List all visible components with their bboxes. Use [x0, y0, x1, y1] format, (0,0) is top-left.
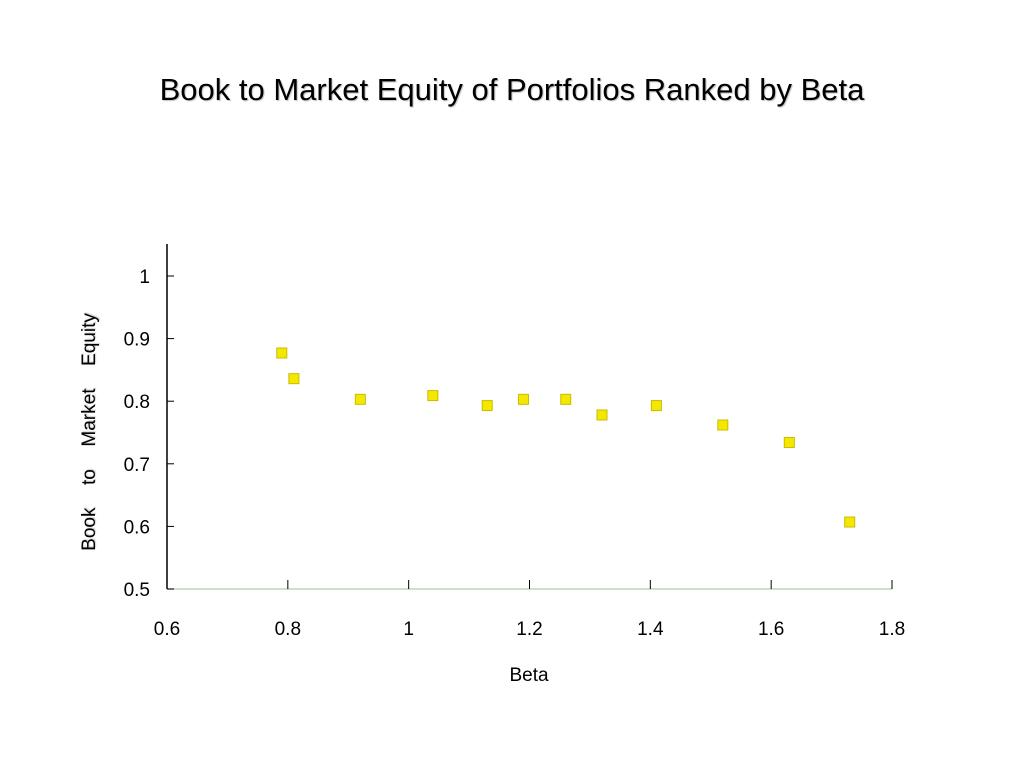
- axes: [166, 244, 892, 590]
- y-tick-label: 0.9: [124, 330, 150, 351]
- data-point: [288, 373, 300, 385]
- y-tick-label: 0.5: [124, 580, 150, 601]
- x-tick-label: 1.2: [516, 619, 542, 640]
- x-tick-label: 1.4: [637, 619, 664, 640]
- x-axis-label: Beta: [509, 665, 549, 686]
- data-point: [596, 409, 608, 421]
- x-ticks: 0.6 0.8 1 1.2 1.4 1.6 1.8: [154, 580, 905, 640]
- x-tick-label: 1.8: [879, 619, 905, 640]
- data-point: [717, 419, 729, 431]
- data-point: [844, 516, 856, 528]
- data-points: [276, 347, 856, 528]
- data-point: [783, 437, 795, 449]
- data-point: [427, 390, 439, 402]
- y-tick-label: 0.7: [124, 455, 150, 476]
- data-point: [481, 400, 493, 412]
- data-point: [650, 400, 662, 412]
- y-tick-label: 1: [139, 267, 150, 288]
- data-point: [517, 393, 529, 405]
- data-point: [276, 347, 288, 359]
- x-tick-label: 0.6: [154, 619, 180, 640]
- chart-title: Book to Market Equity of Portfolios Rank…: [159, 72, 865, 107]
- data-point: [354, 393, 366, 405]
- x-tick-label: 0.8: [275, 619, 301, 640]
- y-tick-label: 0.6: [124, 517, 150, 538]
- y-ticks: 0.5 0.6 0.7 0.8 0.9 1: [124, 267, 174, 601]
- x-tick-label: 1.6: [758, 619, 784, 640]
- y-tick-label: 0.8: [124, 392, 150, 413]
- data-point: [560, 393, 572, 405]
- x-tick-label: 1: [403, 619, 414, 640]
